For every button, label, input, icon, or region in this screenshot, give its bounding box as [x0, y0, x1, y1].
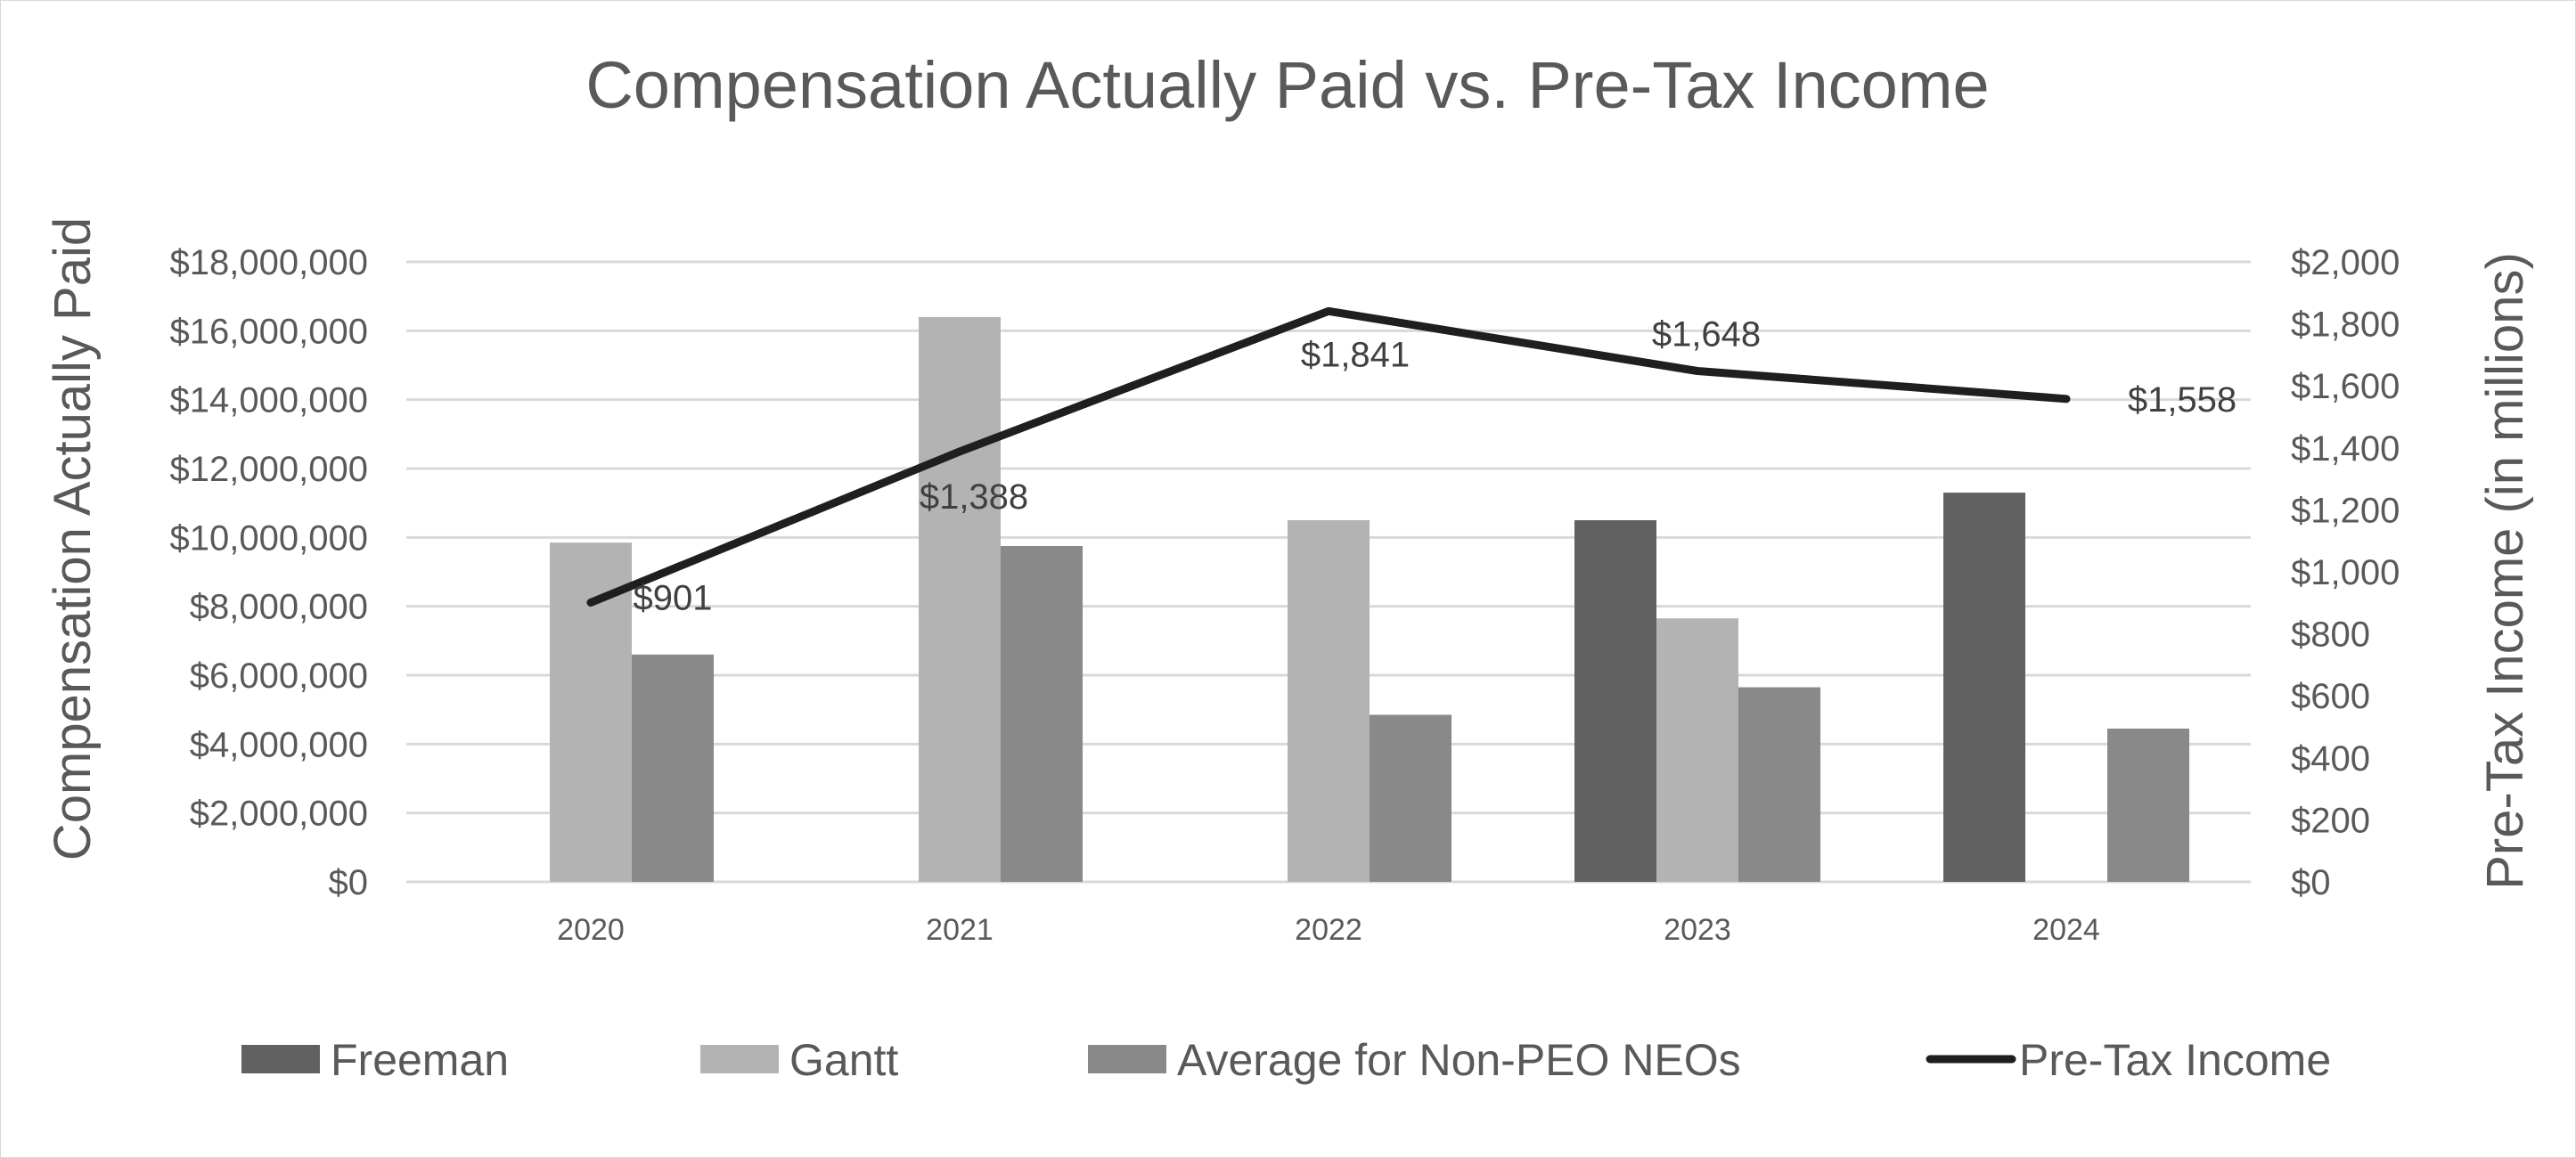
bar-freeman-2024	[1943, 493, 2025, 882]
bar-average-for-non-peo-neos-2020	[632, 654, 714, 882]
bar-average-for-non-peo-neos-2022	[1370, 714, 1452, 882]
y-right-tick-label: $1,200	[2291, 491, 2400, 530]
legend-label-pre-tax-income: Pre-Tax Income	[2019, 1035, 2331, 1085]
x-tick-label: 2020	[557, 913, 625, 947]
line-data-label: $1,841	[1301, 335, 1410, 374]
y-right-tick-label: $1,000	[2291, 553, 2400, 592]
legend-swatch-average-for-non-peo-neos	[1088, 1045, 1166, 1073]
y-right-tick-label: $600	[2291, 677, 2370, 716]
line-data-label: $901	[634, 578, 713, 617]
x-tick-label: 2023	[1664, 913, 1731, 947]
y-left-tick-label: $8,000,000	[190, 588, 368, 627]
y-left-tick-label: $2,000,000	[190, 795, 368, 834]
bar-average-for-non-peo-neos-2024	[2107, 728, 2189, 882]
legend-label-average-for-non-peo-neos: Average for Non-PEO NEOs	[1177, 1035, 1741, 1085]
bar-gantt-2022	[1288, 520, 1370, 882]
bar-gantt-2023	[1656, 618, 1738, 882]
line-data-label: $1,648	[1652, 314, 1761, 354]
y-right-tick-label: $1,600	[2291, 367, 2400, 406]
legend-label-freeman: Freeman	[331, 1035, 509, 1085]
y-right-tick-label: $200	[2291, 801, 2370, 840]
bar-freeman-2023	[1574, 520, 1656, 882]
legend-swatch-freeman	[241, 1045, 320, 1073]
y-right-tick-label: $2,000	[2291, 243, 2400, 282]
legend-swatch-gantt	[700, 1045, 779, 1073]
y-right-tick-label: $1,400	[2291, 429, 2400, 469]
chart-title: Compensation Actually Paid vs. Pre-Tax I…	[585, 48, 1989, 122]
y-right-tick-label: $400	[2291, 739, 2370, 779]
line-data-label: $1,388	[920, 477, 1028, 517]
y-left-tick-label: $16,000,000	[170, 312, 368, 351]
y-left-tick-label: $18,000,000	[170, 243, 368, 282]
y-axis-left-title: Compensation Actually Paid	[44, 217, 102, 860]
y-axis-right-ticks: $0 $200 $400 $600 $800 $1,000 $1,200 $1,400 $1,6…	[2291, 243, 2400, 902]
data-labels: $901 $1,388 $1,841 $1,648 $1,558	[634, 314, 2237, 617]
y-axis-left-ticks: $0 $2,000,000 $4,000,000 $6,000,000 $8,000,0…	[170, 243, 368, 902]
y-left-tick-label: $10,000,000	[170, 518, 368, 558]
bar-average-for-non-peo-neos-2021	[1001, 546, 1083, 882]
y-left-tick-label: $0	[329, 863, 369, 902]
y-right-tick-label: $800	[2291, 616, 2370, 655]
y-axis-right-title: Pre-Tax Income (in millions)	[2476, 252, 2534, 890]
x-tick-label: 2022	[1295, 913, 1362, 947]
y-right-tick-label: $1,800	[2291, 306, 2400, 345]
line-data-label: $1,558	[2128, 380, 2237, 420]
bars	[550, 316, 2189, 882]
legend: Freeman Gantt Average for Non-PEO NEOs Pre-…	[241, 1035, 2331, 1085]
y-left-tick-label: $12,000,000	[170, 450, 368, 489]
line-series	[586, 306, 2071, 607]
y-left-tick-label: $14,000,000	[170, 381, 368, 420]
line-pre-tax-income	[586, 306, 2071, 607]
y-left-tick-label: $6,000,000	[190, 656, 368, 696]
y-right-tick-label: $0	[2291, 863, 2331, 902]
bar-average-for-non-peo-neos-2023	[1738, 687, 1820, 882]
legend-label-gantt: Gantt	[789, 1035, 898, 1085]
x-tick-label: 2024	[2032, 913, 2100, 947]
x-tick-label: 2021	[926, 913, 994, 947]
y-left-tick-label: $4,000,000	[190, 725, 368, 764]
bar-gantt-2021	[919, 316, 1001, 882]
x-axis-ticks: 2020 2021 2022 2023 2024	[557, 913, 2100, 947]
